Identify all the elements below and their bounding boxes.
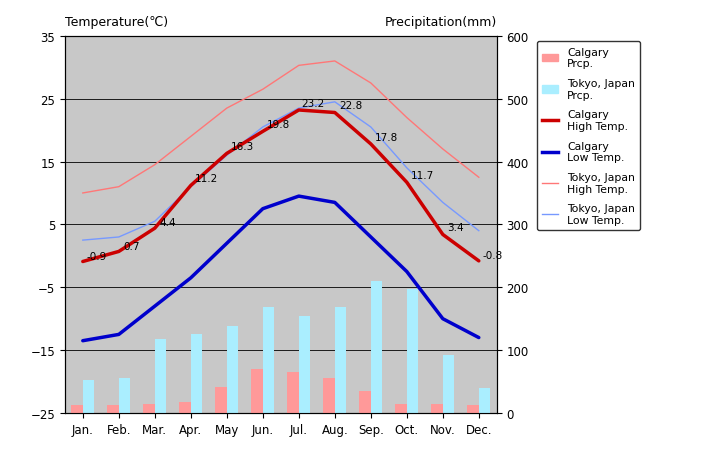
Bar: [323, 379, 335, 413]
Bar: [155, 340, 166, 413]
Bar: [227, 326, 238, 413]
Bar: [143, 404, 155, 413]
Text: 4.4: 4.4: [159, 218, 176, 228]
Text: -0.9: -0.9: [87, 251, 107, 261]
Text: 3.4: 3.4: [447, 223, 464, 233]
Bar: [443, 355, 454, 413]
Bar: [179, 402, 191, 413]
Text: 23.2: 23.2: [302, 99, 325, 109]
Text: 17.8: 17.8: [375, 133, 398, 142]
Legend: Calgary
Prcp., Tokyo, Japan
Prcp., Calgary
High Temp., Calgary
Low Temp., Tokyo,: Calgary Prcp., Tokyo, Japan Prcp., Calga…: [537, 42, 640, 231]
Bar: [299, 317, 310, 413]
Bar: [251, 369, 263, 413]
Text: Temperature(℃): Temperature(℃): [65, 16, 168, 29]
Bar: [263, 308, 274, 413]
Bar: [479, 388, 490, 413]
Text: 16.3: 16.3: [231, 142, 254, 152]
Bar: [431, 404, 443, 413]
Bar: [287, 372, 299, 413]
Bar: [107, 406, 119, 413]
Bar: [371, 281, 382, 413]
Bar: [191, 335, 202, 413]
Bar: [71, 406, 83, 413]
Text: 22.8: 22.8: [339, 101, 362, 111]
Bar: [407, 290, 418, 413]
Bar: [335, 308, 346, 413]
Bar: [359, 391, 371, 413]
Bar: [395, 404, 407, 413]
Text: 11.7: 11.7: [411, 171, 434, 181]
Text: 11.2: 11.2: [195, 174, 218, 184]
Bar: [119, 378, 130, 413]
Bar: [215, 387, 227, 413]
Text: 0.7: 0.7: [123, 241, 140, 251]
Text: Precipitation(mm): Precipitation(mm): [384, 16, 497, 29]
Text: -0.8: -0.8: [483, 251, 503, 261]
Text: 19.8: 19.8: [267, 120, 290, 130]
Bar: [467, 406, 479, 413]
Bar: [83, 381, 94, 413]
